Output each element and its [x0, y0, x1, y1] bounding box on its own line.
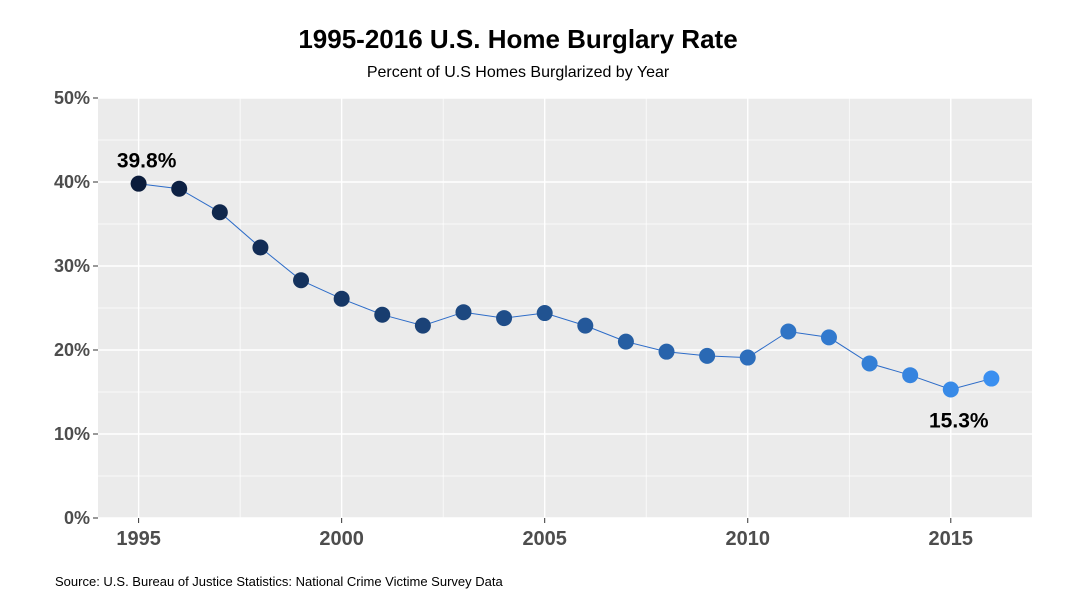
x-tick-label: 2000	[319, 528, 364, 550]
axes: 0% 10% 20% 30% 40% 50% 1995 2000 2005 2010 2015	[54, 88, 973, 550]
data-point-1998	[252, 239, 269, 256]
data-point-2015	[942, 381, 959, 398]
x-tick-label: 1995	[116, 528, 161, 550]
data-point-2003	[455, 304, 472, 321]
data-point-1997	[211, 204, 228, 221]
data-point-2016	[983, 370, 1000, 387]
data-label-2015: 15.3%	[929, 409, 989, 432]
data-point-2000	[333, 290, 350, 307]
grid-lines	[98, 97, 1032, 519]
data-point-1996	[171, 180, 188, 197]
x-tick-label: 2005	[522, 528, 567, 550]
data-point-2002	[414, 317, 431, 334]
data-point-2013	[861, 355, 878, 372]
y-tick-label: 20%	[54, 340, 90, 360]
data-point-2009	[699, 347, 716, 364]
chart-subtitle: Percent of U.S Homes Burglarized by Year	[367, 64, 670, 81]
data-point-1999	[293, 272, 310, 289]
series-line	[138, 183, 992, 391]
data-label-1995: 39.8%	[117, 150, 177, 173]
data-point-2006	[577, 317, 594, 334]
data-point-2011	[780, 323, 797, 340]
chart-caption: Source: U.S. Bureau of Justice Statistic…	[55, 574, 503, 589]
x-tick-label: 2015	[929, 528, 974, 550]
data-point-2007	[617, 333, 634, 350]
chart-title: 1995-2016 U.S. Home Burglary Rate	[298, 24, 737, 54]
y-tick-label: 10%	[54, 424, 90, 444]
data-point-2012	[820, 329, 837, 346]
annotations: 39.8% 15.3%	[117, 150, 989, 433]
data-point-1995	[130, 175, 147, 192]
data-point-2008	[658, 343, 675, 360]
x-tick-label: 2010	[725, 528, 770, 550]
y-tick-label: 30%	[54, 256, 90, 276]
data-point-2010	[739, 349, 756, 366]
y-tick-label: 40%	[54, 172, 90, 192]
data-point-2014	[902, 367, 919, 384]
data-point-2004	[496, 310, 513, 327]
data-point-2001	[374, 306, 391, 323]
series-burglary-rate	[130, 175, 1000, 398]
y-tick-label: 0%	[64, 508, 90, 528]
y-tick-label: 50%	[54, 88, 90, 108]
data-point-2005	[536, 305, 553, 322]
